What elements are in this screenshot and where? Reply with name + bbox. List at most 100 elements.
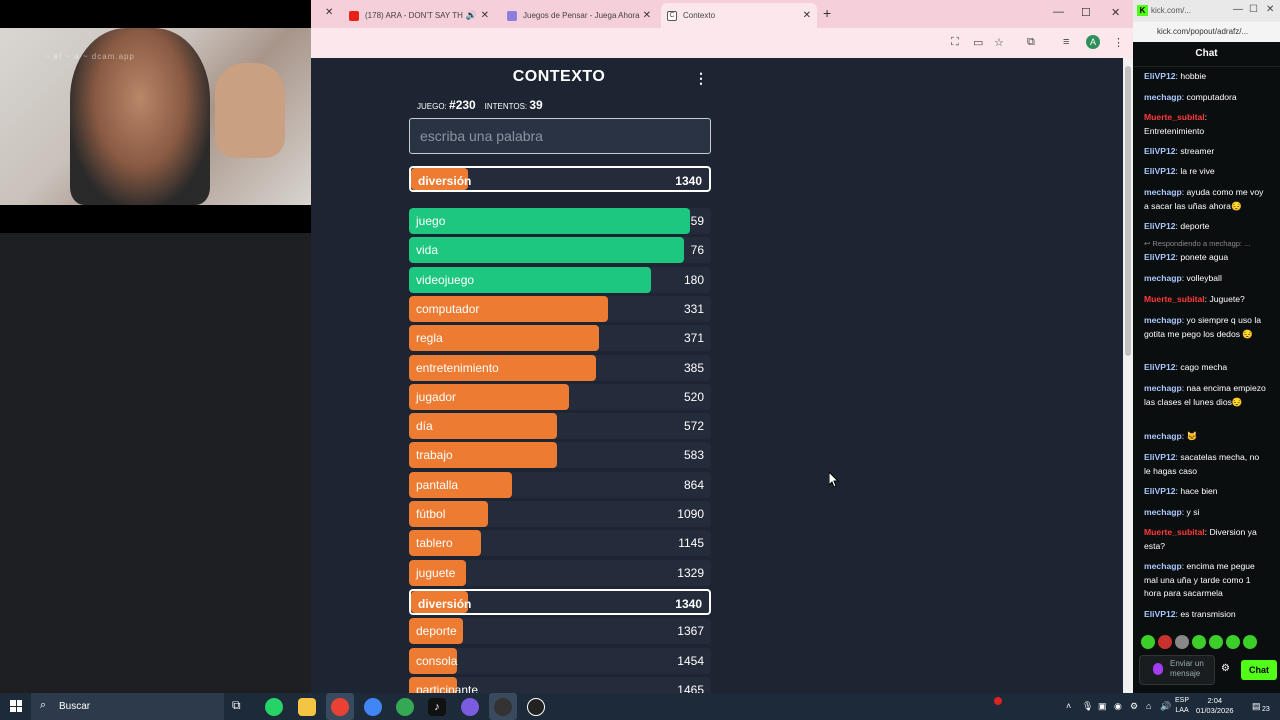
minimize-icon[interactable]: — [1053,6,1064,18]
close-icon[interactable]: ✕ [480,10,489,21]
guess-row: pantalla 864 [409,471,711,498]
guess-rank: 385 [683,360,704,375]
mic-icon[interactable]: 🎙 [1082,701,1094,711]
discord-icon[interactable] [461,698,479,716]
guess-rank: 331 [683,301,704,316]
app-icon[interactable] [527,698,545,716]
game-label: JUEGO: [417,102,447,111]
chrome-icon[interactable] [364,698,382,716]
chat-send-button[interactable]: Chat [1241,660,1277,680]
chat-username[interactable]: EliVP12 [1144,452,1176,462]
chat-text: ayuda como me voy a sacar las uñas ahora… [1144,187,1264,211]
guess-rank: 864 [683,477,704,492]
maximize-icon[interactable]: ☐ [1081,7,1091,19]
file-explorer-icon[interactable] [298,698,316,716]
chat-message: EliVP12: deporte [1144,220,1268,234]
emote-icon[interactable] [1209,635,1223,649]
guess-input[interactable] [409,118,711,154]
clock[interactable]: 2:04 01/03/2026 [1196,696,1234,716]
chat-username[interactable]: EliVP12 [1144,71,1176,81]
taskbar-search[interactable]: ⌕ Buscar [31,693,224,720]
chevron-up-icon[interactable]: ˄ [1066,701,1072,711]
star-icon[interactable]: ☆ [994,37,1004,49]
chat-username[interactable]: EliVP12 [1144,221,1176,231]
chat-username[interactable]: mechagp [1144,92,1182,102]
close-window-icon[interactable]: ✕ [1266,4,1275,15]
emote-icon[interactable] [1175,635,1189,649]
chat-username[interactable]: mechagp [1144,273,1182,283]
kick-url[interactable]: kick.com/popout/adrafz/... [1133,22,1280,42]
guess-row: juego 59 [409,208,711,234]
emote-icon[interactable] [1243,635,1257,649]
chat-username[interactable]: mechagp [1144,507,1182,517]
lang-bottom: LAA [1175,707,1189,714]
media-icon[interactable]: ≡ [1063,36,1070,48]
chat-username[interactable]: mechagp [1144,561,1182,571]
whatsapp-icon[interactable] [265,698,283,716]
translate-icon[interactable]: ⛶ [951,36,959,48]
separator: : [1175,609,1181,619]
chat-message: EliVP12: hobbie [1144,70,1268,84]
maximize-icon[interactable]: ☐ [1249,4,1258,15]
chat-username[interactable]: mechagp [1144,187,1182,197]
search-label: Buscar [59,701,91,712]
chrome-icon[interactable] [331,698,349,716]
youtube-icon [349,10,359,21]
chat-username[interactable]: mechagp [1144,431,1182,441]
tray-icon[interactable]: ◉ [1114,701,1122,711]
mouse-cursor-icon [829,472,839,487]
page-scrollbar[interactable] [1123,58,1133,693]
separator: : [1175,71,1181,81]
chat-username[interactable]: EliVP12 [1144,486,1176,496]
cast-icon[interactable]: ▭ [973,37,984,49]
menu-icon[interactable]: ⋮ [694,70,708,86]
chat-text: Juguete? [1209,294,1245,304]
tab-contexto[interactable]: C Contexto ✕ [661,3,817,28]
tiktok-icon[interactable]: ♪ [428,698,446,716]
guess-word: fútbol [416,507,446,521]
chat-username[interactable]: EliVP12 [1144,166,1176,176]
close-icon[interactable]: ✕ [802,10,811,21]
volume-icon[interactable]: 🔊 [1160,701,1172,711]
chat-username[interactable]: EliVP12 [1144,362,1176,372]
chat-username[interactable]: EliVP12 [1144,609,1176,619]
speaker-icon[interactable]: 🔊 [465,10,477,20]
chat-username[interactable]: EliVP12 [1144,252,1176,262]
chat-username[interactable]: Muerte_subital [1144,527,1205,537]
menu-icon[interactable]: ⋮ [1113,37,1124,49]
gear-icon[interactable]: ⚙ [1221,663,1230,674]
notification-icon[interactable]: ▤ [1252,701,1261,711]
mic-icon[interactable] [1153,663,1163,675]
chat-username[interactable]: EliVP12 [1144,146,1176,156]
game-stats: JUEGO: #230 INTENTOS: 39 [417,98,543,112]
network-icon[interactable]: ⌂ [1146,701,1152,711]
obs-icon[interactable] [494,698,512,716]
chat-username[interactable]: mechagp [1144,383,1182,393]
emote-icon[interactable] [1158,635,1172,649]
emote-icon[interactable] [1192,635,1206,649]
emote-bar [1141,635,1257,649]
language-indicator[interactable]: ESP LAA [1175,696,1189,716]
chat-username[interactable]: mechagp [1144,315,1182,325]
tab-youtube[interactable]: (178) ARA - DON'T SAY TH 🔊 ✕ [343,3,495,28]
close-icon[interactable]: ✕ [325,7,334,18]
emote-icon[interactable] [1141,635,1155,649]
chat-username[interactable]: Muerte_subital [1144,294,1205,304]
windows-start-icon[interactable] [10,700,22,712]
minimize-icon[interactable]: — [1233,4,1243,15]
tab-juegos[interactable]: Juegos de Pensar - Juega Ahora ✕ [501,3,657,28]
profile-avatar[interactable]: A [1086,35,1100,49]
chat-input[interactable]: Enviar un mensaje [1139,655,1215,685]
emote-icon[interactable] [1226,635,1240,649]
tray-icon[interactable]: ▣ [1098,701,1107,711]
separator: : [1175,146,1181,156]
scrollbar-thumb[interactable] [1125,66,1131,356]
task-view-icon[interactable]: ⧉ [232,698,241,712]
new-tab-button[interactable]: + [823,5,832,21]
chrome-icon[interactable] [396,698,414,716]
tray-icon[interactable]: ⚙ [1130,701,1139,711]
chat-username[interactable]: Muerte_subital [1144,112,1205,122]
close-window-icon[interactable]: ✕ [1111,7,1121,19]
extensions-icon[interactable]: ⧉ [1027,36,1035,48]
close-icon[interactable]: ✕ [642,10,651,21]
